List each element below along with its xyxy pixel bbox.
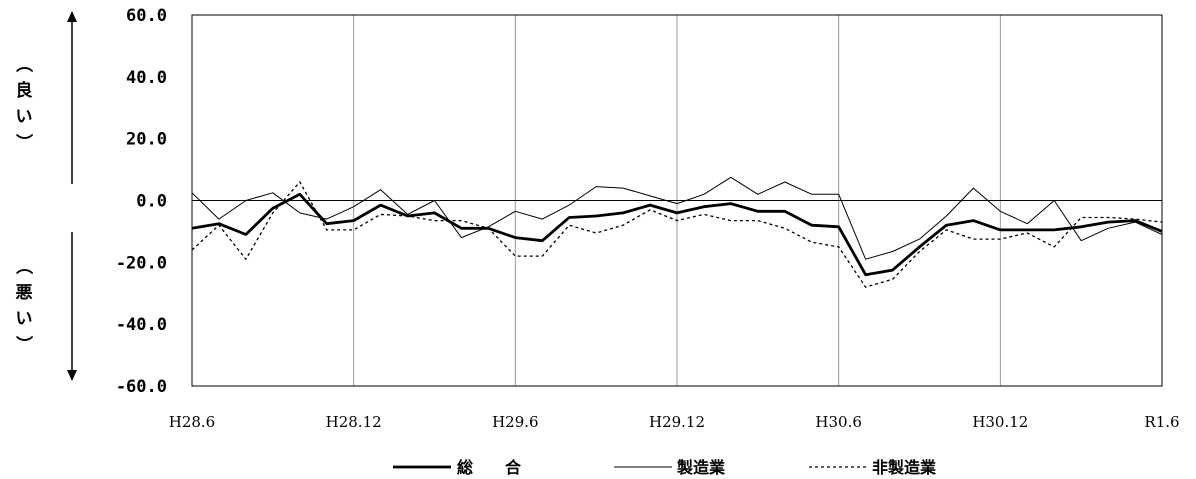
y-tick-label: 60.0 <box>126 6 167 26</box>
x-tick-label: H28.12 <box>326 413 382 431</box>
side-label-good: （ 良い ） <box>13 56 34 151</box>
x-tick-label: H30.12 <box>972 413 1028 431</box>
side-label-char: ） <box>13 336 34 353</box>
series-lines <box>191 176 1163 288</box>
x-tick-label: H30.6 <box>815 413 861 431</box>
x-tick-label: H28.6 <box>169 413 215 431</box>
side-label-char: 良 <box>16 80 33 101</box>
grid <box>192 15 1162 386</box>
side-label-char: 悪 <box>16 283 33 303</box>
side-label-char: い <box>16 309 33 329</box>
x-tick-label: R1.6 <box>1144 413 1179 431</box>
legend: 総 合 製造業 非製造業 <box>393 458 937 477</box>
x-tick-label: H29.12 <box>649 413 705 431</box>
x-axis-ticks: H28.6 H28.12 H29.6 H29.12 H30.6 H30.12 R1.6 <box>169 413 1180 431</box>
legend-label: 非製造業 <box>872 458 937 477</box>
side-label-char: （ <box>13 258 34 275</box>
down-arrowhead-icon <box>67 370 77 381</box>
side-labels: （良い）（悪い） <box>13 11 77 381</box>
side-label-char: い <box>16 107 33 127</box>
y-axis-ticks: 60.0 40.0 20.0 0.0 -20.0 -40.0 -60.0 <box>116 6 167 397</box>
side-label-bad: （ 悪い ） <box>13 258 34 353</box>
y-tick-label: -20.0 <box>116 253 167 273</box>
legend-label: 総 合 <box>457 458 522 477</box>
legend-label: 製造業 <box>676 458 726 477</box>
y-tick-label: -40.0 <box>116 315 167 335</box>
side-label-char: ） <box>13 134 34 151</box>
y-tick-label: 20.0 <box>126 130 167 150</box>
y-tick-label: 40.0 <box>126 68 167 88</box>
up-arrowhead-icon <box>67 11 77 22</box>
x-tick-label: H29.6 <box>492 413 538 431</box>
side-label-char: （ <box>13 56 34 73</box>
plot-frame <box>191 14 1163 387</box>
series-line-thick <box>191 192 1163 277</box>
y-tick-label: 0.0 <box>136 192 167 212</box>
y-tick-label: -60.0 <box>116 377 167 397</box>
